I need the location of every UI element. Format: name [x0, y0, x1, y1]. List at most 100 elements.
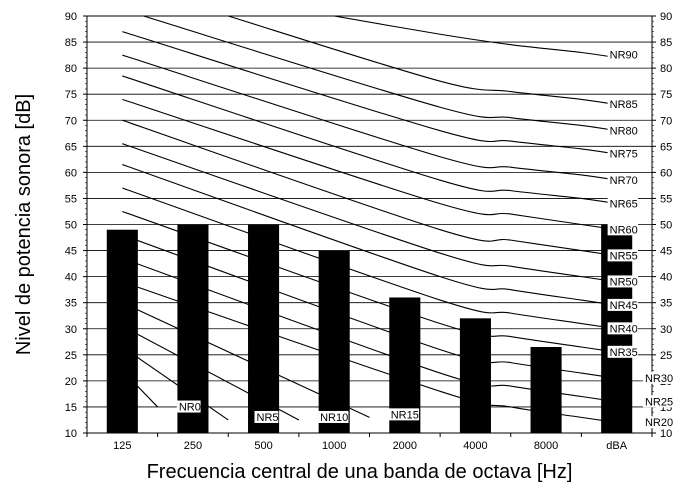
- nr-label-nr35: NR35: [610, 347, 638, 359]
- nr-curve-nr90: [334, 16, 617, 59]
- nr-curve-nr5: [122, 346, 229, 421]
- bar-1000: [318, 250, 350, 433]
- y-tick-label-left: 30: [65, 324, 77, 336]
- y-tick-label-right: 70: [660, 115, 672, 127]
- y-tick-label-left: 15: [65, 402, 77, 414]
- nr-curve-nr80: [143, 16, 617, 132]
- nr-label-nr90: NR90: [610, 50, 638, 62]
- y-tick-label-right: 80: [660, 63, 672, 75]
- nr-label-bg: [607, 124, 639, 137]
- nr-label-bg: [607, 98, 639, 111]
- y-tick-label-left: 20: [65, 376, 77, 388]
- nr-label-bg: [176, 400, 201, 413]
- bar-125: [106, 229, 138, 433]
- nr-label-nr80: NR80: [610, 125, 638, 137]
- nr-label-nr25: NR25: [645, 396, 673, 408]
- nr-label-bg: [607, 345, 639, 358]
- nr-label-nr10: NR10: [320, 412, 348, 424]
- gridlines: [87, 15, 652, 434]
- nr-curve-nr85: [228, 16, 617, 106]
- bar-500: [248, 224, 280, 433]
- y-tick-label-right: 40: [660, 272, 672, 284]
- nr-label-nr60: NR60: [610, 224, 638, 236]
- nr-label-bg: [254, 410, 279, 423]
- nr-label-nr0: NR0: [179, 402, 201, 414]
- y-tick-label-right: 10: [660, 428, 672, 440]
- nr-label-bg: [607, 298, 639, 311]
- nr-curve-nr70: [122, 54, 617, 181]
- x-tick-label: dBA: [606, 440, 627, 452]
- nr-label-nr15: NR15: [391, 409, 419, 421]
- nr-label-nr75: NR75: [610, 149, 638, 161]
- nr-curve-nr65: [122, 75, 617, 205]
- nr-curve-nr60: [122, 98, 617, 231]
- x-tick-label: 8000: [534, 440, 558, 452]
- nr-label-nr45: NR45: [610, 300, 638, 312]
- nr-label-bg: [642, 395, 674, 408]
- y-tick-label-right: 30: [660, 324, 672, 336]
- y-tick-label-right: 55: [660, 193, 672, 205]
- y-tick-label-left: 55: [65, 193, 77, 205]
- x-tick-label: 250: [184, 440, 202, 452]
- left-axis: 10 15 20 25 30 35 40 45 50 55 60 65 70 75 80 85 90: [65, 11, 87, 440]
- y-tick-label-left: 45: [65, 246, 77, 258]
- bar-4000: [459, 318, 491, 433]
- nr-label-bg: [642, 416, 674, 429]
- nr-curve-nr50: [122, 143, 617, 283]
- y-tick-label-right: 65: [660, 141, 672, 153]
- bars: [106, 224, 633, 433]
- nr-label-bg: [607, 223, 639, 236]
- x-axis: 125 250 500 1000 2000 4000 8000 dBA: [86, 433, 653, 452]
- x-tick-label: 125: [113, 440, 131, 452]
- y-tick-label-right: 25: [660, 350, 672, 362]
- y-tick-label-left: 80: [65, 63, 77, 75]
- nr-labels: NR0 NR5 NR10 NR15 NR20 NR25 NR30 NR35 NR40 NR45 NR…: [176, 48, 674, 429]
- x-tick-label: 1000: [322, 440, 346, 452]
- nr-label-bg: [642, 371, 674, 384]
- nr-label-bg: [607, 197, 639, 210]
- y-tick-label-right: 35: [660, 298, 672, 310]
- y-tick-label-left: 10: [65, 428, 77, 440]
- nr-label-bg: [607, 275, 639, 288]
- y-tick-label-left: 25: [65, 350, 77, 362]
- y-tick-label-left: 85: [65, 37, 77, 49]
- y-tick-label-right: 60: [660, 167, 672, 179]
- nr-label-nr65: NR65: [610, 198, 638, 210]
- nr-label-bg: [607, 322, 639, 335]
- bar-8000: [530, 346, 562, 433]
- nr-label-bg: [607, 173, 639, 186]
- y-tick-label-left: 50: [65, 220, 77, 232]
- nr-curve-nr55: [122, 119, 617, 257]
- y-tick-label-left: 70: [65, 115, 77, 127]
- y-tick-label-left: 60: [65, 167, 77, 179]
- y-tick-label-left: 75: [65, 89, 77, 101]
- nr-label-nr40: NR40: [610, 323, 638, 335]
- y-axis-label: Nivel de potencia sonora [dB]: [13, 94, 35, 355]
- y-tick-label-left: 40: [65, 272, 77, 284]
- y-tick-label-right: 75: [660, 89, 672, 101]
- nr-label-bg: [607, 147, 639, 160]
- y-tick-label-left: 90: [65, 11, 77, 23]
- nr-curve-nr75: [122, 31, 617, 155]
- nr-curve-nr45: [122, 164, 617, 306]
- nr-label-nr30: NR30: [645, 373, 673, 385]
- x-tick-label: 500: [254, 440, 272, 452]
- y-tick-label-right: 50: [660, 220, 672, 232]
- bar-250: [177, 224, 209, 433]
- nr-label-nr70: NR70: [610, 175, 638, 187]
- nr-label-nr55: NR55: [610, 250, 638, 262]
- nr-label-nr85: NR85: [610, 99, 638, 111]
- nr-label-nr5: NR5: [257, 412, 279, 424]
- nr-label-nr50: NR50: [610, 276, 638, 288]
- x-tick-label: 2000: [393, 440, 417, 452]
- nr-label-nr20: NR20: [645, 417, 673, 429]
- y-tick-label-right: 45: [660, 246, 672, 258]
- y-tick-label-left: 65: [65, 141, 77, 153]
- y-tick-label-left: 35: [65, 298, 77, 310]
- x-axis-label: Frecuencia central de una banda de octav…: [147, 461, 573, 483]
- y-tick-label-right: 85: [660, 37, 672, 49]
- nr-label-bg: [318, 410, 349, 423]
- nr-label-bg: [388, 408, 420, 421]
